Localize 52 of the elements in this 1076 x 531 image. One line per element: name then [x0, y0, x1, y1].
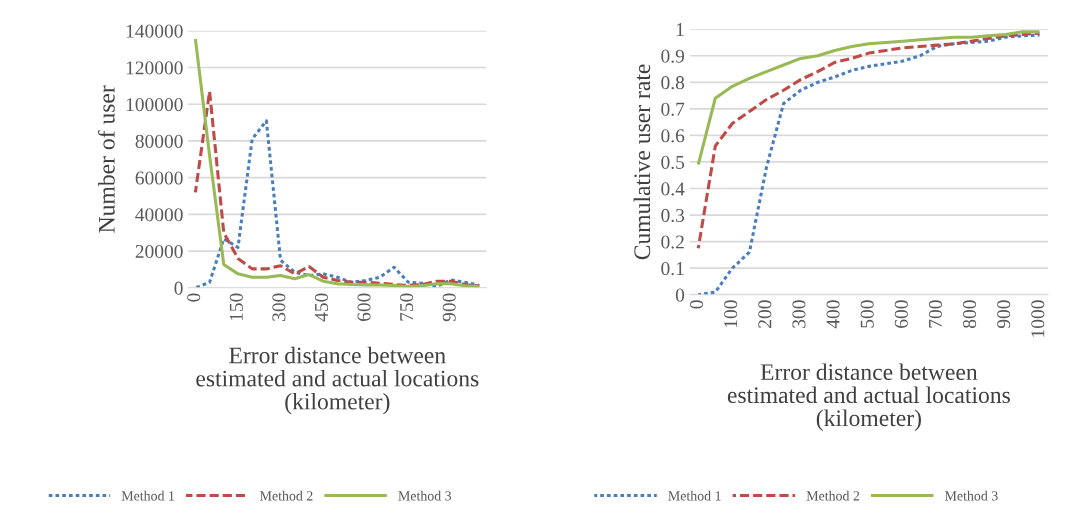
- y-tick-label: 0.6: [661, 129, 685, 143]
- legend-label: Method 2: [806, 490, 860, 501]
- y-tick-label: 0.5: [661, 155, 685, 169]
- y-tick-label: 0.3: [661, 208, 685, 223]
- x-tick-label: 0: [187, 293, 201, 302]
- x-tick-label: 100: [724, 300, 738, 328]
- y-tick-label: 140000: [126, 24, 183, 38]
- x-tick-label: 450: [314, 293, 328, 322]
- x-tick-label: 1000: [1031, 300, 1045, 337]
- y-tick-label: 80000: [135, 134, 183, 148]
- y-tick-label: 40000: [135, 208, 183, 222]
- y-tick-label: 0.2: [661, 235, 684, 249]
- y-tick-label: 20000: [135, 244, 183, 259]
- legend-label: Method 3: [944, 490, 998, 501]
- line-series: [696, 30, 1042, 167]
- legend-label: Method 2: [260, 490, 313, 501]
- x-tick-label: 300: [792, 300, 806, 328]
- line-series: [696, 31, 1042, 250]
- line-series: [193, 37, 481, 288]
- x-tick-label: 150: [229, 293, 243, 321]
- x-tick-label: 800: [962, 300, 977, 328]
- x-tick-label: 750: [400, 293, 414, 321]
- y-tick-label: 0.4: [661, 182, 685, 196]
- y-tick-label: 0.8: [661, 76, 685, 90]
- line-series: [193, 119, 481, 288]
- x-axis-title: Error distance between estimated and actual locations (kilometer): [196, 346, 479, 415]
- x-tick-label: 200: [758, 300, 772, 328]
- y-tick-label: 60000: [135, 171, 183, 185]
- y-tick-label: 0.1: [661, 261, 684, 276]
- line-series: [696, 33, 1042, 295]
- y-tick-label: 100000: [126, 98, 183, 112]
- legend-label: Method 1: [121, 490, 175, 501]
- legend-label: Method 1: [668, 490, 721, 501]
- x-tick-label: 0: [689, 300, 704, 309]
- y-axis-title: Cumulative user rate: [633, 64, 651, 260]
- x-tick-label: 600: [357, 293, 371, 321]
- y-tick-label: 0: [174, 281, 183, 295]
- y-tick-label: 1: [676, 23, 684, 36]
- x-tick-label: 500: [860, 300, 874, 328]
- x-tick-label: 600: [894, 300, 908, 328]
- x-tick-label: 700: [928, 300, 942, 328]
- y-axis-title: Number of user: [97, 85, 115, 233]
- x-tick-label: 400: [826, 300, 840, 329]
- line-series: [193, 89, 481, 288]
- x-tick-label: 300: [272, 293, 286, 321]
- x-axis-title: Error distance between estimated and actual locations (kilometer): [727, 363, 1010, 431]
- legend-label: Method 3: [398, 490, 452, 501]
- y-tick-label: 0.9: [661, 49, 685, 63]
- y-tick-label: 0.7: [661, 102, 685, 116]
- y-tick-label: 120000: [126, 61, 183, 75]
- x-tick-label: 900: [442, 293, 456, 322]
- x-tick-label: 900: [997, 300, 1011, 329]
